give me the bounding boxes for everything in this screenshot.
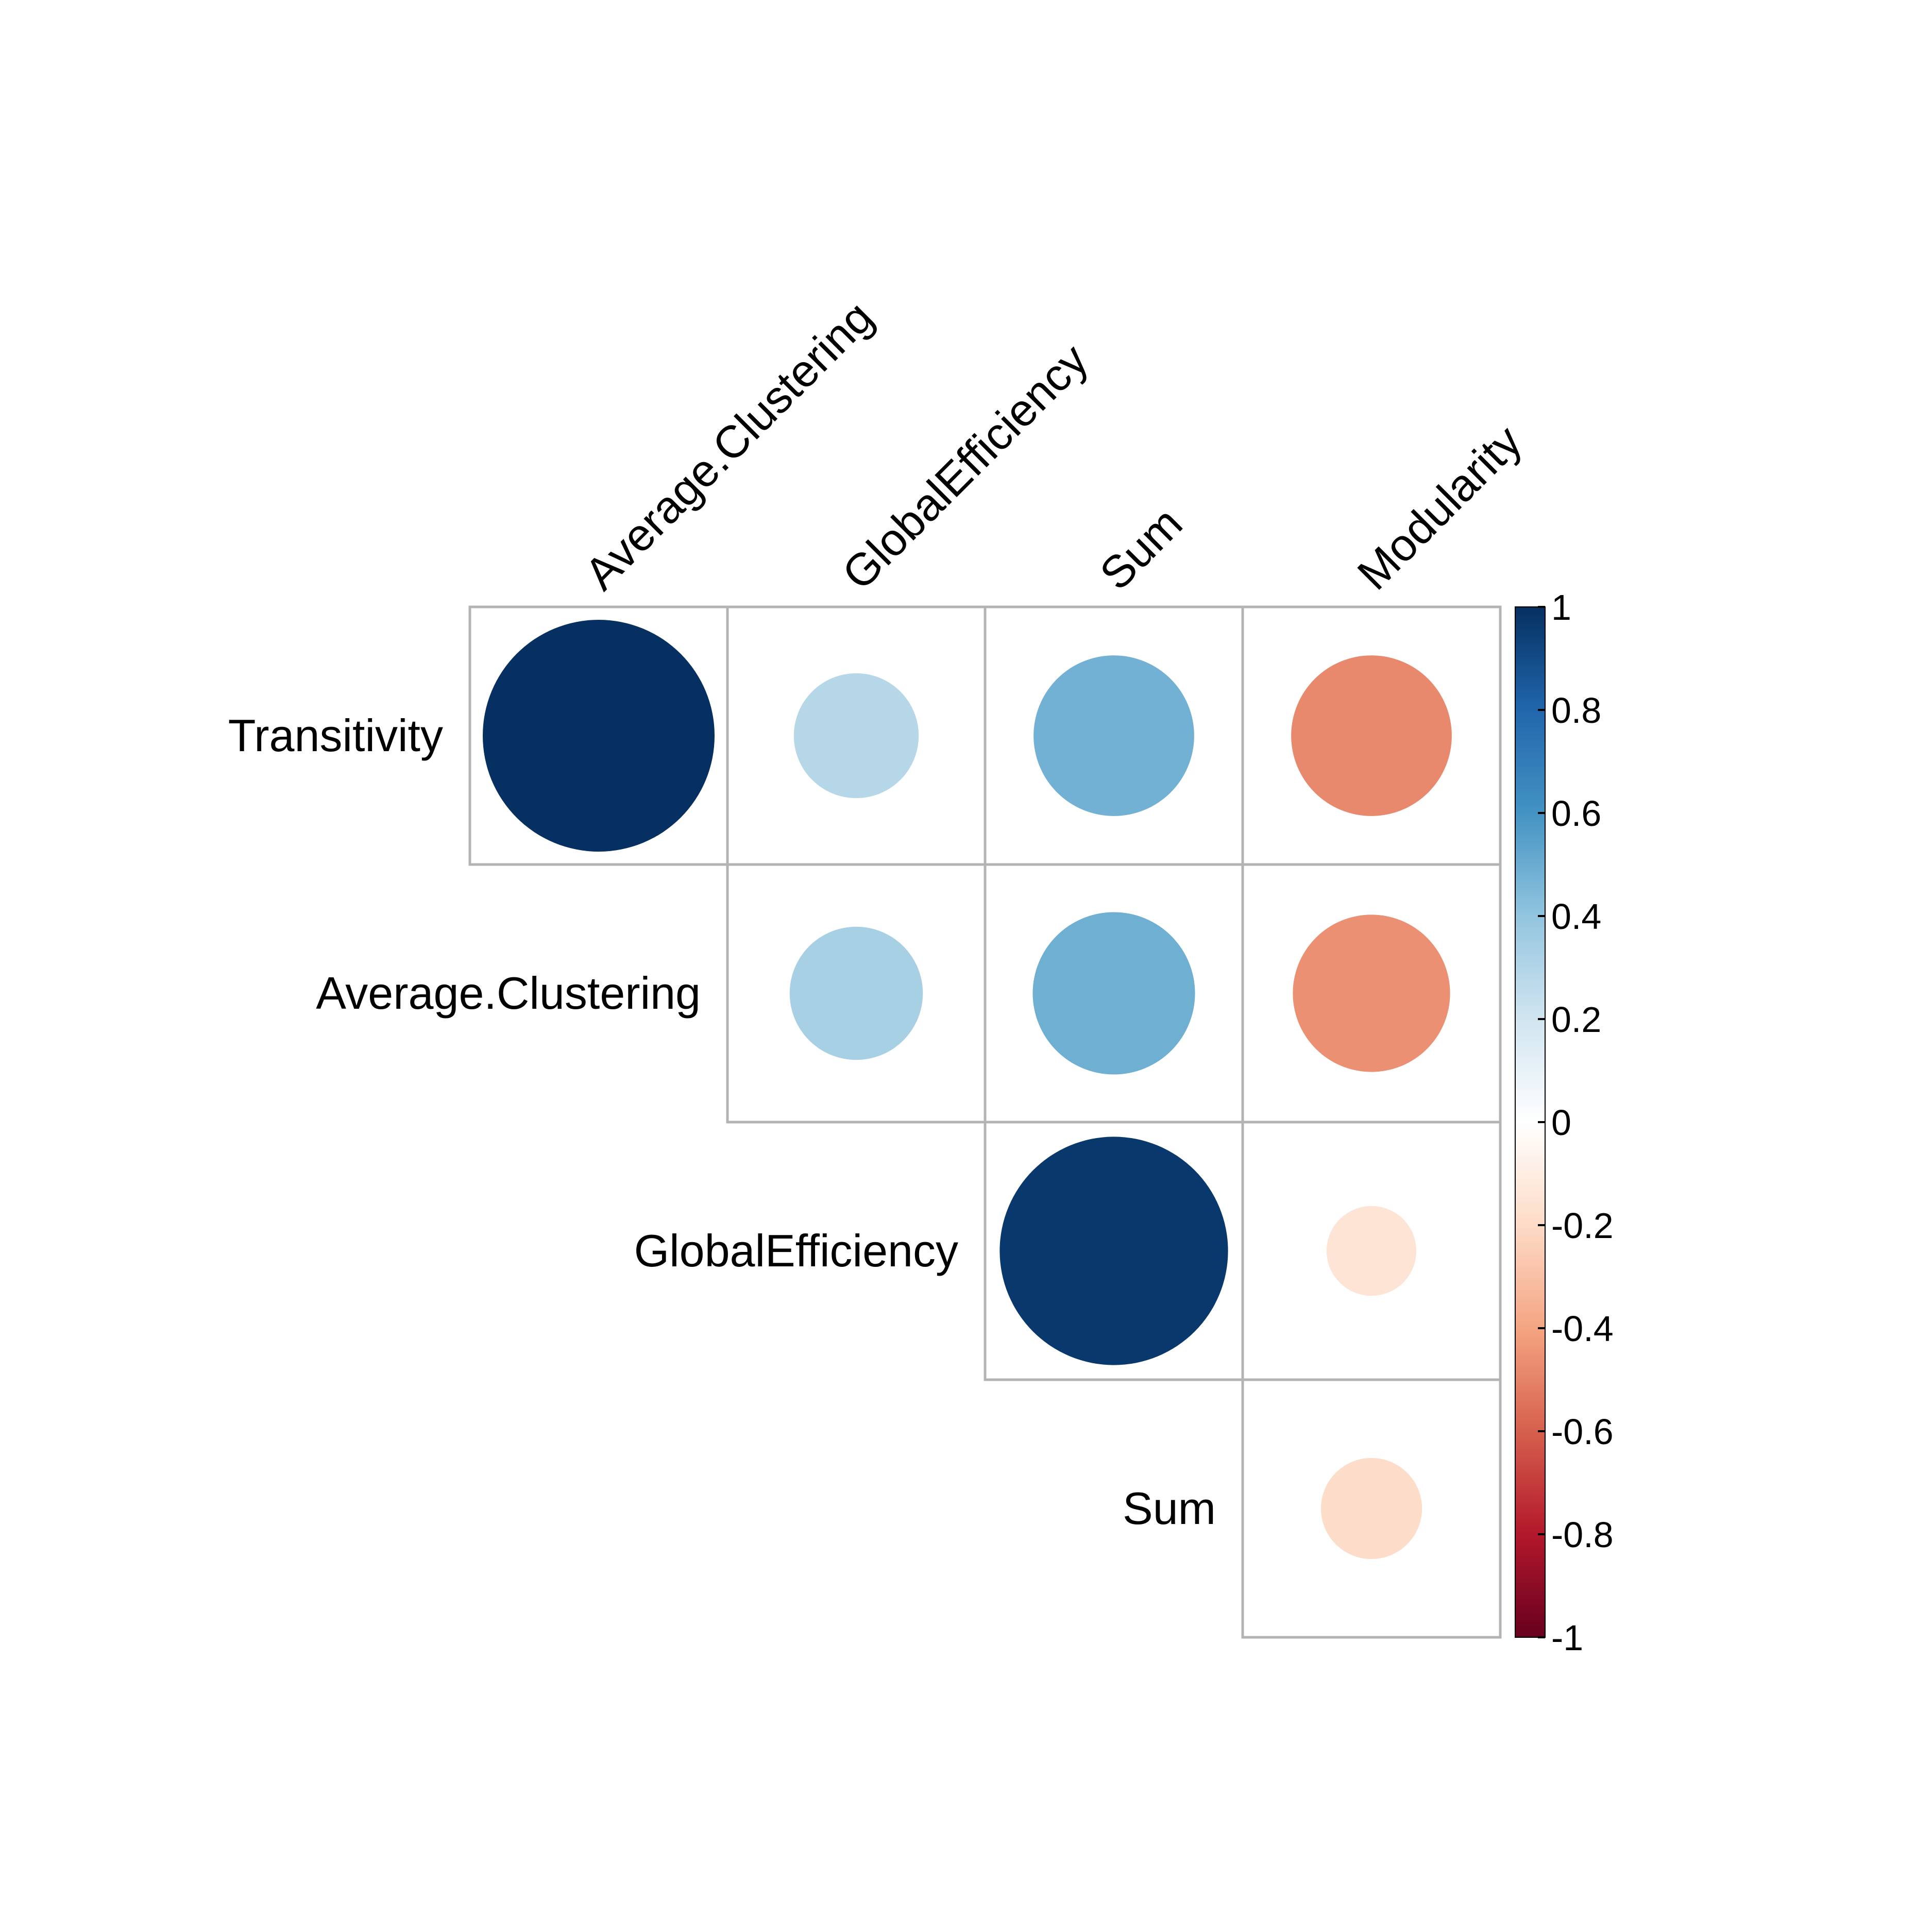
- colorbar-tick-label: -0.8: [1551, 1515, 1614, 1555]
- correlation-circle: [483, 620, 715, 852]
- column-label: Average.Clustering: [574, 291, 883, 599]
- row-label: Transitivity: [228, 710, 443, 761]
- colorbar-tick-label: -0.4: [1551, 1309, 1614, 1349]
- correlation-circle: [1320, 1458, 1422, 1560]
- correlation-circle: [1293, 914, 1450, 1072]
- correlation-grid: [468, 605, 1502, 1639]
- colorbar-tick-label: 0.4: [1551, 896, 1601, 937]
- colorbar-tick-label: 0: [1551, 1103, 1571, 1143]
- colorbar-tick-label: -1: [1551, 1618, 1583, 1658]
- correlation-circle: [1326, 1206, 1417, 1296]
- colorbar-tick-label: 0.6: [1551, 793, 1601, 834]
- grid-cell: [1241, 1378, 1502, 1639]
- row-labels: Transitivity Average.Clustering GlobalEffi…: [228, 710, 1216, 1534]
- row-label: Average.Clustering: [316, 968, 701, 1019]
- column-label: Sum: [1090, 497, 1192, 599]
- colorbar-tick-label: -0.2: [1551, 1206, 1614, 1246]
- column-label: GlobalEfficiency: [832, 334, 1097, 599]
- row-label: Sum: [1123, 1483, 1216, 1534]
- correlation-circle: [793, 673, 919, 799]
- correlation-circle: [789, 926, 923, 1060]
- row-label: GlobalEfficiency: [634, 1225, 958, 1276]
- colorbar-tick-label: 1: [1551, 587, 1571, 628]
- colorbar-tick-label: 0.8: [1551, 690, 1601, 731]
- colorbar-legend: 1 0.8 0.6 0.4 0.2 0 -0.2 -0.4 -0.6 -0.8 -1: [1515, 587, 1614, 1658]
- correlation-circle: [1291, 655, 1452, 816]
- colorbar-tick-label: 0.2: [1551, 999, 1601, 1040]
- correlation-circle: [1033, 655, 1194, 816]
- column-label: Modularity: [1347, 415, 1531, 599]
- colorbar-tick-label: -0.6: [1551, 1412, 1614, 1452]
- correlation-circle: [999, 1137, 1228, 1365]
- correlation-circle: [1032, 912, 1195, 1075]
